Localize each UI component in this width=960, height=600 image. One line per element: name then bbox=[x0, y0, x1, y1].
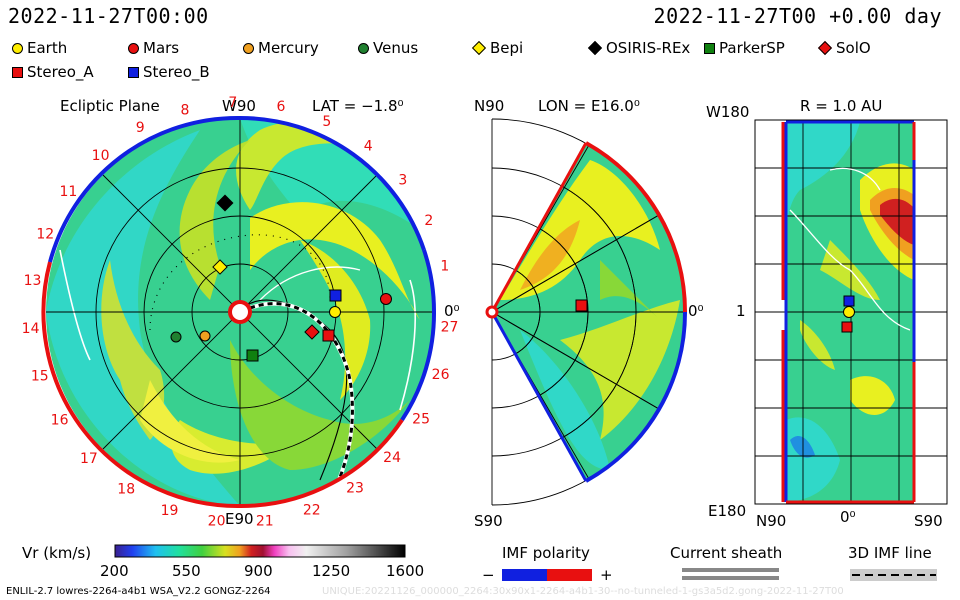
day-label-22: 22 bbox=[303, 502, 321, 518]
radial-top-label: W180 bbox=[706, 103, 750, 121]
right-date: 2022-11-27T00 +0.00 day bbox=[653, 4, 942, 28]
solo-position bbox=[304, 324, 320, 340]
imf-plus-label: + bbox=[600, 566, 613, 584]
colorbar-label: Vr (km/s) bbox=[22, 544, 92, 562]
ecliptic-lat: LAT = −1.8⁰ bbox=[312, 97, 404, 115]
day-label-21: 21 bbox=[256, 514, 274, 530]
legend-parkersp: ParkerSP bbox=[704, 39, 785, 57]
venus-marker-icon bbox=[358, 42, 369, 54]
earth-marker-icon bbox=[12, 42, 23, 54]
day-label-14: 14 bbox=[22, 321, 40, 337]
legend-mercury: Mercury bbox=[243, 39, 319, 57]
imf-polarity-title: IMF polarity bbox=[502, 544, 590, 562]
imf-3d-title: 3D IMF line bbox=[848, 544, 932, 562]
parkersp-marker-icon bbox=[704, 42, 715, 54]
day-label-25: 25 bbox=[412, 411, 430, 427]
mercury-position bbox=[199, 330, 211, 342]
velocity-colorbar bbox=[114, 544, 406, 558]
meridional-stereo-a-position bbox=[575, 299, 588, 312]
footer-run-id: UNIQUE:20221126_000000_2264:30x90x1-2264… bbox=[322, 586, 844, 597]
day-label-9: 9 bbox=[136, 120, 145, 136]
colorbar-tick-200: 200 bbox=[100, 562, 129, 580]
footer-model-info: ENLIL-2.7 lowres-2264-a4b1 WSA_V2.2 GONG… bbox=[6, 586, 271, 597]
day-label-24: 24 bbox=[383, 450, 401, 466]
meridional-plane bbox=[485, 118, 688, 506]
day-label-16: 16 bbox=[51, 413, 69, 429]
day-label-3: 3 bbox=[398, 172, 407, 188]
legend-stereo-a: Stereo_A bbox=[12, 63, 94, 81]
day-label-7: 7 bbox=[228, 95, 237, 111]
imf-positive-bar bbox=[547, 569, 592, 581]
mars-position bbox=[380, 293, 392, 305]
ecliptic-bottom-label: E90 bbox=[225, 510, 254, 528]
ecliptic-plane bbox=[41, 115, 437, 509]
day-label-11: 11 bbox=[59, 184, 77, 200]
radial-left-value: 1 bbox=[736, 302, 746, 320]
day-label-10: 10 bbox=[92, 148, 110, 164]
day-label-6: 6 bbox=[276, 99, 285, 115]
ecliptic-right-label: 0⁰ bbox=[444, 302, 460, 320]
radial-x-label-s90: S90 bbox=[914, 512, 943, 530]
day-label-2: 2 bbox=[424, 213, 433, 229]
radial-earth-position bbox=[843, 306, 855, 318]
mars-marker-icon bbox=[128, 42, 139, 54]
meridional-top-label: N90 bbox=[474, 97, 505, 115]
meridional-right-label: 0⁰ bbox=[688, 302, 704, 320]
day-label-13: 13 bbox=[24, 273, 42, 289]
stereo-b-position bbox=[329, 289, 342, 302]
mercury-marker-icon bbox=[243, 42, 254, 54]
colorbar-tick-1600: 1600 bbox=[386, 562, 425, 580]
imf-3d-line-sample bbox=[850, 569, 937, 581]
legend-solo: SolO bbox=[817, 39, 871, 57]
imf-minus-label: − bbox=[482, 566, 495, 584]
day-label-15: 15 bbox=[31, 368, 49, 384]
radial-stereo-a-position bbox=[841, 321, 853, 333]
day-label-4: 4 bbox=[364, 139, 373, 155]
day-label-26: 26 bbox=[432, 367, 450, 383]
radial-x-label-n90: N90 bbox=[756, 512, 787, 530]
day-label-17: 17 bbox=[80, 451, 98, 467]
current-sheath-sample bbox=[682, 568, 779, 580]
colorbar-tick-550: 550 bbox=[172, 562, 201, 580]
stereo-a-position bbox=[322, 329, 335, 342]
radial-stereo-b-position bbox=[843, 295, 855, 307]
stereo-a-marker-icon bbox=[12, 66, 23, 78]
legend-venus: Venus bbox=[358, 39, 418, 57]
current-sheath-title: Current sheath bbox=[670, 544, 783, 562]
left-date: 2022-11-27T00:00 bbox=[8, 4, 209, 28]
meridional-bottom-label: S90 bbox=[474, 512, 503, 530]
legend-bepi: Bepi bbox=[471, 39, 523, 57]
bepi-position bbox=[212, 259, 228, 275]
day-label-1: 1 bbox=[440, 259, 449, 275]
legend-mars: Mars bbox=[128, 39, 179, 57]
day-label-8: 8 bbox=[181, 102, 190, 118]
stereo-b-marker-icon bbox=[128, 66, 139, 78]
legend-stereo-b: Stereo_B bbox=[128, 63, 210, 81]
sun-marker bbox=[228, 300, 252, 324]
radial-panel bbox=[754, 119, 948, 505]
earth-position bbox=[329, 306, 341, 318]
radial-bottom-label: E180 bbox=[708, 502, 747, 520]
colorbar-tick-1250: 1250 bbox=[312, 562, 351, 580]
radial-x-label-0: 0⁰ bbox=[840, 508, 856, 526]
imf-negative-bar bbox=[502, 569, 547, 581]
venus-position bbox=[170, 331, 182, 343]
day-label-19: 19 bbox=[161, 503, 179, 519]
day-label-12: 12 bbox=[36, 226, 54, 242]
ecliptic-top-label: W90 bbox=[222, 97, 256, 115]
day-label-5: 5 bbox=[322, 114, 331, 130]
radial-r: R = 1.0 AU bbox=[800, 97, 883, 115]
day-label-27: 27 bbox=[441, 320, 459, 336]
ecliptic-title: Ecliptic Plane bbox=[60, 97, 160, 115]
legend-earth: Earth bbox=[12, 39, 67, 57]
legend-osiris-rex: OSIRIS-REx bbox=[587, 39, 690, 57]
meridional-lon: LON = E16.0⁰ bbox=[538, 97, 640, 115]
day-label-18: 18 bbox=[117, 482, 135, 498]
parkersp-position bbox=[246, 349, 259, 362]
colorbar-tick-900: 900 bbox=[244, 562, 273, 580]
day-label-20: 20 bbox=[208, 514, 226, 530]
day-label-23: 23 bbox=[346, 481, 364, 497]
